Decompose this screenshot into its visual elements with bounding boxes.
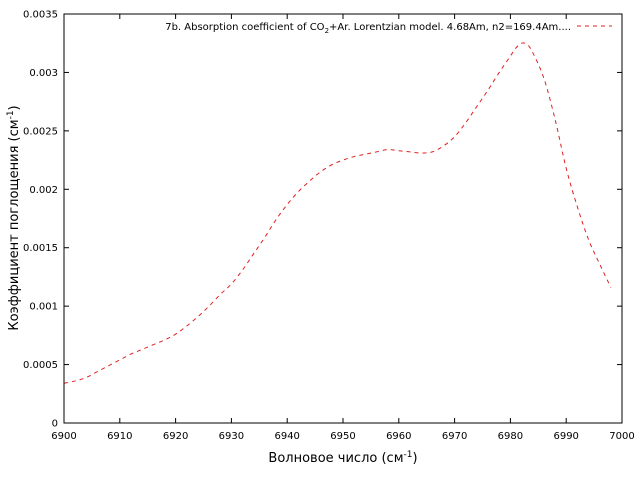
x-tick-label: 6940 (274, 431, 299, 442)
x-tick-label: 6910 (107, 431, 132, 442)
x-tick-label: 7000 (609, 431, 634, 442)
x-tick-label: 6900 (51, 431, 76, 442)
x-tick-label: 6960 (386, 431, 411, 442)
legend: 7b. Absorption coefficient of CO2+Ar. Lo… (165, 22, 612, 35)
x-axis-title-sup: -1 (404, 450, 413, 460)
x-axis-title-main: Волновое число (см (268, 451, 403, 466)
x-tick-label: 6980 (498, 431, 523, 442)
x-tick-label: 6970 (442, 431, 467, 442)
y-tick-label: 0 (52, 419, 58, 430)
y-tick-label: 0.001 (29, 302, 58, 313)
y-axis-title-sup: -1 (6, 110, 16, 119)
y-tick-label: 0.002 (29, 185, 58, 196)
x-tick-label: 6920 (163, 431, 188, 442)
x-tick-labels: 6900 6910 6920 6930 6940 6950 6960 6970 6980 6990… (51, 431, 634, 442)
legend-text-sub: 2 (325, 27, 329, 35)
y-axis-title-close: ) (7, 105, 22, 110)
y-axis-title: Коэффициент поглощения (см-1) (6, 105, 22, 330)
x-axis-title-close: ) (412, 451, 417, 466)
y-tick-labels: 0 0.0005 0.001 0.0015 0.002 0.0025 0.003 0.0035 (23, 10, 58, 430)
plot-frame (63, 13, 623, 424)
y-tick-label: 0.0005 (23, 360, 58, 371)
legend-text-after: +Ar. Lorentzian model. 4.68Am, n2=169.4A… (329, 22, 571, 33)
legend-text-before: 7b. Absorption coefficient of CO (165, 22, 324, 33)
y-tick-label: 0.0025 (23, 126, 58, 137)
y-tick-label: 0.003 (29, 68, 58, 79)
y-tick-label: 0.0035 (23, 10, 58, 21)
x-tick-label: 6990 (553, 431, 578, 442)
series-line (63, 42, 612, 384)
x-tick-label: 6930 (219, 431, 244, 442)
legend-label: 7b. Absorption coefficient of CO2+Ar. Lo… (165, 22, 571, 35)
y-tick-label: 0.0015 (23, 243, 58, 254)
y-axis-title-main: Коэффициент поглощения (см (7, 119, 22, 330)
x-axis-title: Волновое число (см-1) (268, 450, 417, 466)
x-tick-label: 6950 (330, 431, 355, 442)
